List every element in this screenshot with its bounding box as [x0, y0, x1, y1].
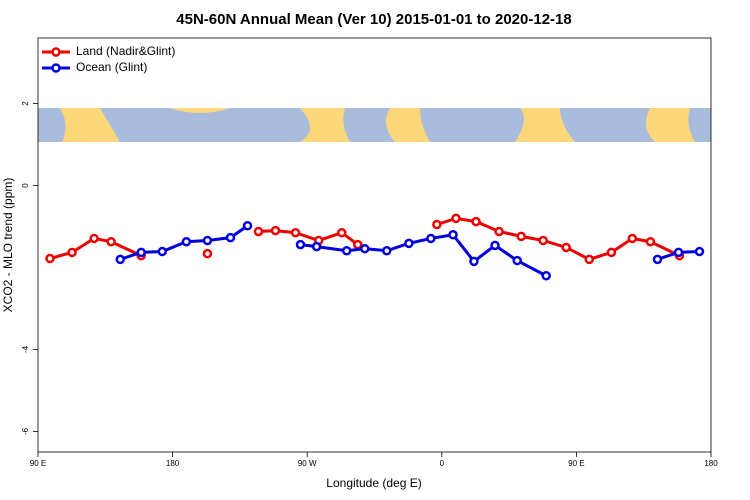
data-point — [469, 256, 479, 267]
data-point — [490, 240, 500, 251]
y-axis-label: XCO2 - MLO trend (ppm) — [1, 178, 15, 313]
y-tick-label: -4 — [21, 345, 30, 353]
x-tick-label: 180 — [166, 459, 180, 468]
data-point — [432, 219, 442, 230]
y-tick-label: 0 — [21, 183, 30, 188]
data-point — [106, 236, 116, 247]
data-point — [584, 254, 595, 265]
legend-label: Ocean (Glint) — [76, 60, 147, 74]
data-point — [541, 270, 551, 281]
data-point — [561, 242, 571, 253]
x-tick-label: 90 E — [568, 459, 584, 468]
data-point — [471, 216, 481, 227]
x-axis-label: Longitude (deg E) — [326, 476, 421, 490]
data-point — [270, 225, 281, 236]
data-point — [115, 254, 126, 265]
data-point — [606, 247, 617, 258]
x-tick-label: 90 E — [30, 459, 46, 468]
data-point — [404, 238, 414, 249]
data-point — [311, 241, 322, 252]
data-point — [253, 226, 264, 237]
data-point — [157, 246, 168, 257]
data-point — [225, 232, 236, 243]
data-point — [45, 253, 55, 264]
data-point — [426, 233, 436, 244]
legend-marker — [51, 47, 61, 57]
data-point — [341, 245, 352, 256]
data-point — [694, 246, 705, 257]
chart-title: 45N-60N Annual Mean (Ver 10) 2015-01-01 … — [176, 11, 571, 28]
data-point — [89, 233, 99, 244]
data-point — [202, 248, 213, 259]
data-point — [295, 239, 306, 250]
map-ocean — [38, 108, 711, 142]
data-point — [652, 254, 663, 265]
data-point — [352, 239, 363, 250]
data-point — [494, 226, 504, 237]
y-tick-label: -6 — [21, 427, 30, 435]
legend-label: Land (Nadir&Glint) — [76, 44, 175, 58]
data-point — [627, 233, 638, 244]
data-point — [451, 213, 461, 224]
y-tick-label: 2 — [21, 101, 30, 106]
data-point — [516, 231, 526, 242]
data-point — [382, 245, 392, 256]
x-tick-label: 0 — [440, 459, 445, 468]
data-point — [512, 255, 522, 266]
data-point — [448, 230, 458, 240]
data-point — [136, 247, 146, 258]
data-point — [181, 236, 192, 247]
x-tick-label: 90 W — [298, 459, 317, 468]
data-point — [336, 227, 347, 238]
x-tick-label: 180 — [704, 459, 718, 468]
data-point — [242, 220, 253, 231]
data-point — [538, 235, 548, 246]
map-strip — [38, 108, 711, 142]
data-point — [645, 236, 656, 247]
plot-frame — [37, 37, 712, 453]
data-point — [673, 247, 684, 258]
data-point — [67, 247, 77, 258]
legend-marker — [51, 63, 61, 73]
data-point — [202, 235, 213, 246]
data-point — [360, 243, 370, 254]
data-point — [290, 227, 301, 238]
